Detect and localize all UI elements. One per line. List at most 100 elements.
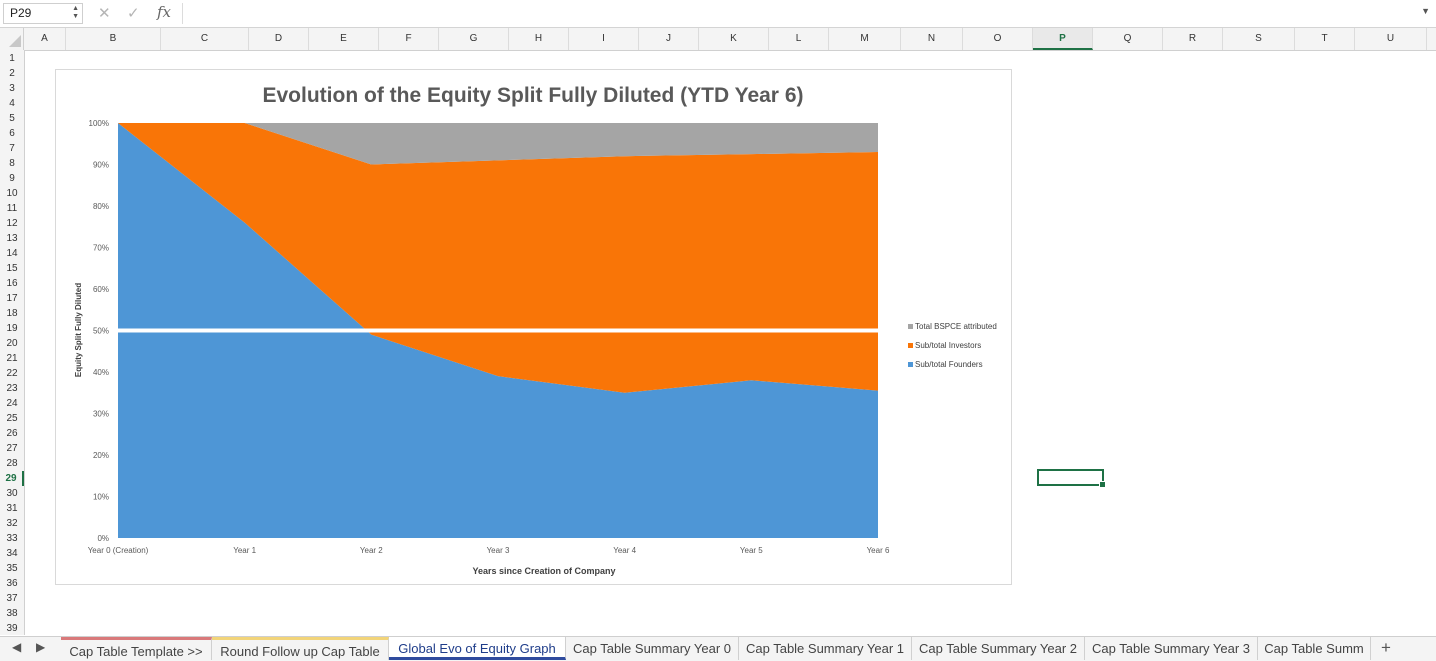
column-header-o[interactable]: O: [963, 28, 1033, 50]
row-header-27[interactable]: 27: [6, 443, 18, 454]
row-header-29[interactable]: 29: [0, 471, 24, 486]
column-header-a[interactable]: A: [24, 28, 66, 50]
column-header-s[interactable]: S: [1223, 28, 1295, 50]
legend-swatch: [908, 362, 913, 367]
column-header-c[interactable]: C: [161, 28, 249, 50]
column-header-r[interactable]: R: [1163, 28, 1223, 50]
column-header-b[interactable]: B: [66, 28, 161, 50]
row-header-25[interactable]: 25: [6, 413, 18, 424]
row-header-35[interactable]: 35: [6, 563, 18, 574]
row-header-31[interactable]: 31: [6, 503, 18, 514]
row-header-20[interactable]: 20: [6, 338, 18, 349]
series-area-total-bspce-attributed[interactable]: [118, 123, 878, 165]
sheet-tab[interactable]: Global Evo of Equity Graph: [389, 637, 566, 660]
row-header-39[interactable]: 39: [6, 623, 18, 634]
column-header-t[interactable]: T: [1295, 28, 1355, 50]
column-header-d[interactable]: D: [249, 28, 309, 50]
row-header-24[interactable]: 24: [6, 398, 18, 409]
sheet-tab[interactable]: Cap Table Summary Year 1: [739, 637, 912, 660]
name-box-stepper-icon[interactable]: ▲ ▼: [72, 5, 79, 20]
y-tick-label: 30%: [93, 410, 109, 419]
selected-cell[interactable]: [1037, 469, 1106, 488]
row-header-37[interactable]: 37: [6, 593, 18, 604]
row-header-18[interactable]: 18: [6, 308, 18, 319]
column-header-l[interactable]: L: [769, 28, 829, 50]
row-header-34[interactable]: 34: [6, 548, 18, 559]
sheet-tab-label: Cap Table Summary Year 0: [572, 641, 732, 656]
row-header-32[interactable]: 32: [6, 518, 18, 529]
row-header-26[interactable]: 26: [6, 428, 18, 439]
y-tick-label: 70%: [93, 244, 109, 253]
row-header-17[interactable]: 17: [6, 293, 18, 304]
row-header-28[interactable]: 28: [6, 458, 18, 469]
chart-legend: Total BSPCE attributed Sub/total Investor…: [908, 322, 997, 369]
x-tick-label: Year 0 (Creation): [88, 546, 149, 555]
enter-icon[interactable]: ✓: [127, 5, 140, 22]
row-header-13[interactable]: 13: [6, 233, 18, 244]
row-header-5[interactable]: 5: [9, 113, 15, 124]
sheet-tab[interactable]: Cap Table Summary Year 3: [1085, 637, 1258, 660]
x-tick-label: Year 5: [740, 546, 763, 555]
row-header-15[interactable]: 15: [6, 263, 18, 274]
row-header-3[interactable]: 3: [9, 83, 15, 94]
row-header-19[interactable]: 19: [6, 323, 18, 334]
fill-handle[interactable]: [1099, 481, 1106, 488]
y-tick-label: 60%: [93, 285, 109, 294]
sheet-tab[interactable]: Cap Table Summ: [1258, 637, 1371, 660]
row-header-14[interactable]: 14: [6, 248, 18, 259]
column-header-k[interactable]: K: [699, 28, 769, 50]
column-header-g[interactable]: G: [439, 28, 509, 50]
select-all-button[interactable]: [0, 28, 24, 50]
column-header-m[interactable]: M: [829, 28, 901, 50]
column-header-n[interactable]: N: [901, 28, 963, 50]
column-header-p[interactable]: P: [1033, 28, 1093, 50]
column-header-q[interactable]: Q: [1093, 28, 1163, 50]
left-arrow-icon[interactable]: ◀: [12, 640, 22, 654]
cancel-icon[interactable]: ✕: [98, 5, 111, 22]
row-header-23[interactable]: 23: [6, 383, 18, 394]
column-header-u[interactable]: U: [1355, 28, 1427, 50]
y-tick-label: 0%: [97, 534, 109, 543]
column-header-i[interactable]: I: [569, 28, 639, 50]
sheet-tab[interactable]: Cap Table Summary Year 0: [566, 637, 739, 660]
add-sheet-button[interactable]: +: [1381, 638, 1391, 657]
row-header-4[interactable]: 4: [9, 98, 15, 109]
column-header-f[interactable]: F: [379, 28, 439, 50]
sheet-tab[interactable]: Cap Table Summary Year 2: [912, 637, 1085, 660]
row-header-7[interactable]: 7: [9, 143, 15, 154]
row-header-30[interactable]: 30: [6, 488, 18, 499]
row-header-2[interactable]: 2: [9, 68, 15, 79]
column-header-j[interactable]: J: [639, 28, 699, 50]
x-tick-label: Year 3: [487, 546, 510, 555]
sheet-tab-label: Round Follow up Cap Table: [220, 644, 380, 659]
name-box[interactable]: P29 ▲ ▼: [3, 3, 83, 24]
row-header-1[interactable]: 1: [9, 53, 15, 64]
formula-expand-icon[interactable]: ▼: [1421, 6, 1430, 16]
equity-split-chart[interactable]: Evolution of the Equity Split Fully Dilu…: [55, 69, 1012, 585]
row-header-21[interactable]: 21: [6, 353, 18, 364]
row-header-9[interactable]: 9: [9, 173, 15, 184]
fx-icon[interactable]: fx: [157, 3, 172, 21]
row-header-12[interactable]: 12: [6, 218, 18, 229]
series-area-sub-total-investors[interactable]: [118, 123, 878, 393]
column-header-e[interactable]: E: [309, 28, 379, 50]
x-tick-label: Year 1: [233, 546, 256, 555]
right-arrow-icon[interactable]: ▶: [36, 640, 46, 654]
row-header-10[interactable]: 10: [6, 188, 18, 199]
row-header-11[interactable]: 11: [6, 203, 18, 214]
formula-input[interactable]: [182, 3, 1413, 24]
row-header-33[interactable]: 33: [6, 533, 18, 544]
sheet-tab[interactable]: Round Follow up Cap Table: [212, 637, 389, 660]
row-header-22[interactable]: 22: [6, 368, 18, 379]
sheet-tab[interactable]: Cap Table Template >>: [61, 637, 212, 660]
series-area-sub-total-founders[interactable]: [118, 123, 878, 538]
row-header-36[interactable]: 36: [6, 578, 18, 589]
row-header-38[interactable]: 38: [6, 608, 18, 619]
y-tick-label: 90%: [93, 161, 109, 170]
row-header-8[interactable]: 8: [9, 158, 15, 169]
row-header-16[interactable]: 16: [6, 278, 18, 289]
row-header-6[interactable]: 6: [9, 128, 15, 139]
legend-item-label: Total BSPCE attributed: [915, 322, 997, 331]
column-header-h[interactable]: H: [509, 28, 569, 50]
